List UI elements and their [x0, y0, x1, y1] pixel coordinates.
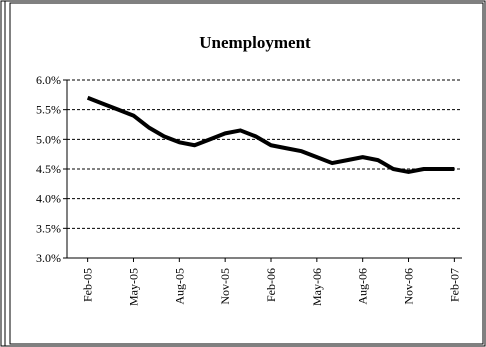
y-tick-label: 5.5% [36, 103, 61, 117]
x-tick-label: Aug-06 [356, 268, 370, 305]
y-tick-label: 6.0% [36, 73, 61, 87]
y-tick-label: 4.0% [36, 192, 61, 206]
y-tick-label: 3.5% [36, 221, 61, 235]
y-tick-label: 5.0% [36, 132, 61, 146]
x-tick-label: May-06 [310, 268, 324, 306]
x-tick-label: May-05 [126, 268, 140, 306]
x-tick-label: Feb-07 [447, 268, 461, 302]
chart-title: Unemployment [199, 33, 311, 52]
x-tick-label: Nov-06 [402, 268, 416, 305]
y-tick-label: 4.5% [36, 162, 61, 176]
x-tick-label: Feb-05 [81, 268, 95, 302]
x-tick-label: Feb-06 [264, 268, 278, 302]
chart-frame [9, 2, 484, 345]
line [86, 95, 455, 174]
x-tick-label: Aug-05 [172, 268, 186, 305]
y-tick-label: 3.0% [36, 251, 61, 265]
x-tick-label: Nov-05 [218, 268, 232, 305]
